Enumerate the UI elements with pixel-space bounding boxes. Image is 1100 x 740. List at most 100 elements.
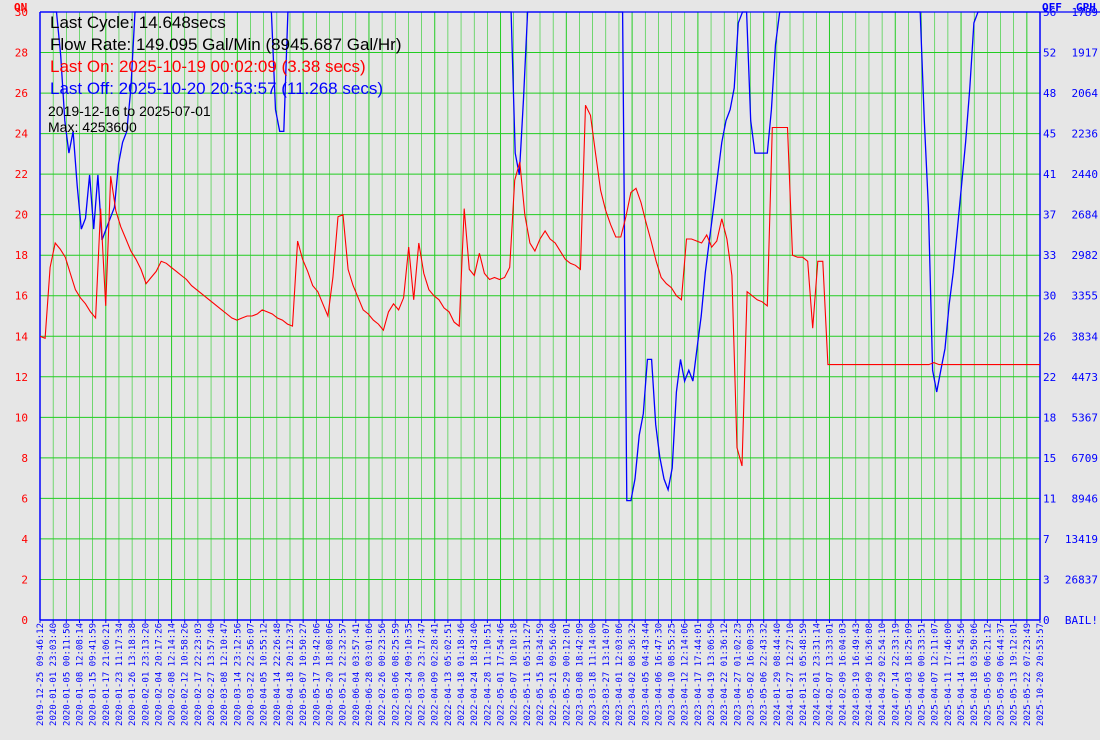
x-tick-label: 2020-05-21 22:32:57 bbox=[339, 623, 349, 726]
x-tick-label: 2023-04-19 13:06:50 bbox=[707, 623, 717, 726]
off-tick-label: 18 bbox=[1043, 411, 1056, 424]
x-tick-label: 2022-05-07 10:10:18 bbox=[510, 623, 520, 726]
off-tick-label: 7 bbox=[1043, 533, 1050, 546]
gph-tick-label: BAIL! bbox=[1065, 614, 1098, 627]
gph-tick-label: 13419 bbox=[1065, 533, 1098, 546]
off-tick-label: 45 bbox=[1043, 128, 1056, 141]
x-tick-label: 2020-02-12 10:58:26 bbox=[181, 623, 191, 726]
date-range-text: 2019-12-16 to 2025-07-01 bbox=[48, 103, 211, 119]
x-tick-label: 2020-05-07 10:50:27 bbox=[299, 623, 309, 726]
max-text: Max: 4253600 bbox=[48, 119, 137, 135]
x-tick-label: 2025-05-05 06:21:12 bbox=[983, 623, 993, 726]
x-tick-label: 2020-01-17 21:06:21 bbox=[102, 623, 112, 726]
x-tick-label: 2020-04-14 22:26:48 bbox=[273, 623, 283, 726]
left-tick-label: 18 bbox=[15, 249, 28, 262]
x-tick-label: 2024-01-31 05:48:59 bbox=[799, 623, 809, 726]
x-tick-label: 2020-02-17 22:23:03 bbox=[194, 623, 204, 726]
x-tick-label: 2024-02-01 23:31:14 bbox=[812, 623, 822, 726]
x-tick-label: 2020-03-22 22:56:07 bbox=[247, 623, 257, 726]
x-tick-label: 2024-04-29 02:54:10 bbox=[878, 623, 888, 726]
x-tick-label: 2023-04-27 01:02:23 bbox=[733, 623, 743, 726]
x-tick-label: 2022-04-18 01:18:46 bbox=[457, 623, 467, 726]
x-tick-label: 2023-05-02 16:00:39 bbox=[747, 623, 757, 726]
gph-tick-label: 6709 bbox=[1072, 452, 1099, 465]
x-tick-label: 2024-02-09 16:04:03 bbox=[839, 623, 849, 726]
x-tick-label: 2025-05-09 06:44:37 bbox=[997, 623, 1007, 726]
x-tick-label: 2020-04-18 20:12:37 bbox=[286, 623, 296, 726]
x-tick-label: 2022-03-24 09:10:35 bbox=[404, 623, 414, 726]
gph-tick-label: 1789 bbox=[1072, 6, 1099, 19]
left-tick-label: 28 bbox=[15, 47, 28, 60]
x-tick-label: 2022-02-26 00:23:56 bbox=[378, 623, 388, 726]
off-tick-label: 30 bbox=[1043, 290, 1056, 303]
x-tick-label: 2025-05-13 19:12:01 bbox=[1010, 623, 1020, 726]
x-tick-label: 2024-01-27 12:27:10 bbox=[786, 623, 796, 726]
gph-tick-label: 3834 bbox=[1072, 330, 1099, 343]
x-tick-label: 2025-04-03 18:25:09 bbox=[904, 623, 914, 726]
left-tick-label: 6 bbox=[21, 492, 28, 505]
gph-tick-label: 3355 bbox=[1072, 290, 1099, 303]
off-tick-label: 3 bbox=[1043, 573, 1050, 586]
right-axis-gph-title: GPH bbox=[1076, 1, 1096, 14]
left-tick-label: 24 bbox=[15, 128, 29, 141]
x-tick-label: 2023-04-22 01:36:12 bbox=[720, 623, 730, 726]
off-tick-label: 56 bbox=[1043, 6, 1056, 19]
last-on-text: Last On: 2025-10-19 00:02:09 (3.38 secs) bbox=[50, 57, 366, 76]
left-tick-label: 14 bbox=[15, 330, 29, 343]
x-tick-label: 2025-04-06 00:33:51 bbox=[918, 623, 928, 726]
x-tick-label: 2022-04-13 05:02:51 bbox=[444, 623, 454, 726]
x-tick-label: 2019-12-25 09:46:12 bbox=[36, 623, 46, 726]
off-tick-label: 11 bbox=[1043, 492, 1056, 505]
x-tick-label: 2024-07-14 22:33:19 bbox=[891, 623, 901, 726]
gph-tick-label: 2064 bbox=[1072, 87, 1099, 100]
gph-tick-label: 1917 bbox=[1072, 47, 1099, 60]
off-tick-label: 22 bbox=[1043, 371, 1056, 384]
x-tick-label: 2020-03-14 23:12:56 bbox=[233, 623, 243, 726]
x-tick-label: 2025-04-07 12:11:07 bbox=[931, 623, 941, 726]
x-tick-label: 2025-04-18 03:50:06 bbox=[970, 623, 980, 726]
x-tick-label: 2020-02-08 12:14:14 bbox=[168, 623, 178, 726]
gph-tick-label: 26837 bbox=[1065, 573, 1098, 586]
x-tick-label: 2022-05-21 09:56:40 bbox=[549, 623, 559, 726]
gph-tick-label: 5367 bbox=[1072, 411, 1099, 424]
off-tick-label: 26 bbox=[1043, 330, 1056, 343]
x-tick-label: 2020-06-04 03:57:41 bbox=[352, 623, 362, 726]
x-tick-label: 2022-03-06 08:25:59 bbox=[391, 623, 401, 726]
right-axis-off-title: OFF bbox=[1042, 1, 1062, 14]
x-tick-label: 2020-02-04 20:17:26 bbox=[154, 623, 164, 726]
x-tick-label: 2022-04-24 18:43:40 bbox=[470, 623, 480, 726]
x-tick-label: 2025-10-20 20:53:57 bbox=[1036, 623, 1046, 726]
x-tick-label: 2023-03-08 18:42:09 bbox=[575, 623, 585, 726]
left-tick-label: 16 bbox=[15, 290, 28, 303]
x-tick-label: 2020-06-28 03:01:06 bbox=[365, 623, 375, 726]
left-tick-label: 0 bbox=[21, 614, 28, 627]
gph-tick-label: 2982 bbox=[1072, 249, 1099, 262]
series-off-line bbox=[40, 11, 1040, 502]
x-tick-label: 2020-03-08 12:10:47 bbox=[220, 623, 230, 726]
off-tick-label: 0 bbox=[1043, 614, 1050, 627]
x-tick-label: 2020-05-20 18:08:06 bbox=[325, 623, 335, 726]
gph-tick-label: 2684 bbox=[1072, 209, 1099, 222]
x-tick-label: 2024-01-29 08:44:40 bbox=[773, 623, 783, 726]
flow-rate-text: Flow Rate: 149.095 Gal/Min (8945.687 Gal… bbox=[50, 35, 402, 54]
left-tick-label: 12 bbox=[15, 371, 28, 384]
x-tick-label: 2020-01-26 13:18:38 bbox=[128, 623, 138, 726]
x-tick-label: 2023-04-10 08:55:25 bbox=[668, 623, 678, 726]
x-tick-label: 2023-04-17 17:44:01 bbox=[694, 623, 704, 726]
x-tick-label: 2020-04-05 10:55:12 bbox=[260, 623, 270, 726]
x-tick-label: 2020-01-23 11:17:34 bbox=[115, 623, 125, 726]
series-on-line bbox=[39, 104, 1040, 467]
x-tick-label: 2025-04-11 17:46:00 bbox=[944, 623, 954, 726]
x-tick-label: 2020-01-15 09:41:59 bbox=[89, 623, 99, 726]
x-tick-label: 2020-01-05 00:11:50 bbox=[62, 623, 72, 726]
x-tick-label: 2024-04-09 16:36:08 bbox=[865, 623, 875, 726]
off-tick-label: 37 bbox=[1043, 209, 1056, 222]
left-tick-label: 20 bbox=[15, 209, 28, 222]
x-tick-label: 2022-05-01 17:54:46 bbox=[497, 623, 507, 726]
gph-tick-label: 4473 bbox=[1072, 371, 1099, 384]
x-tick-label: 2022-05-29 00:12:01 bbox=[562, 623, 572, 726]
x-tick-label: 2020-02-01 23:13:20 bbox=[141, 623, 151, 726]
x-tick-label: 2023-04-06 16:47:30 bbox=[654, 623, 664, 726]
left-tick-label: 10 bbox=[15, 411, 28, 424]
x-tick-label: 2022-04-28 11:10:51 bbox=[483, 623, 493, 726]
